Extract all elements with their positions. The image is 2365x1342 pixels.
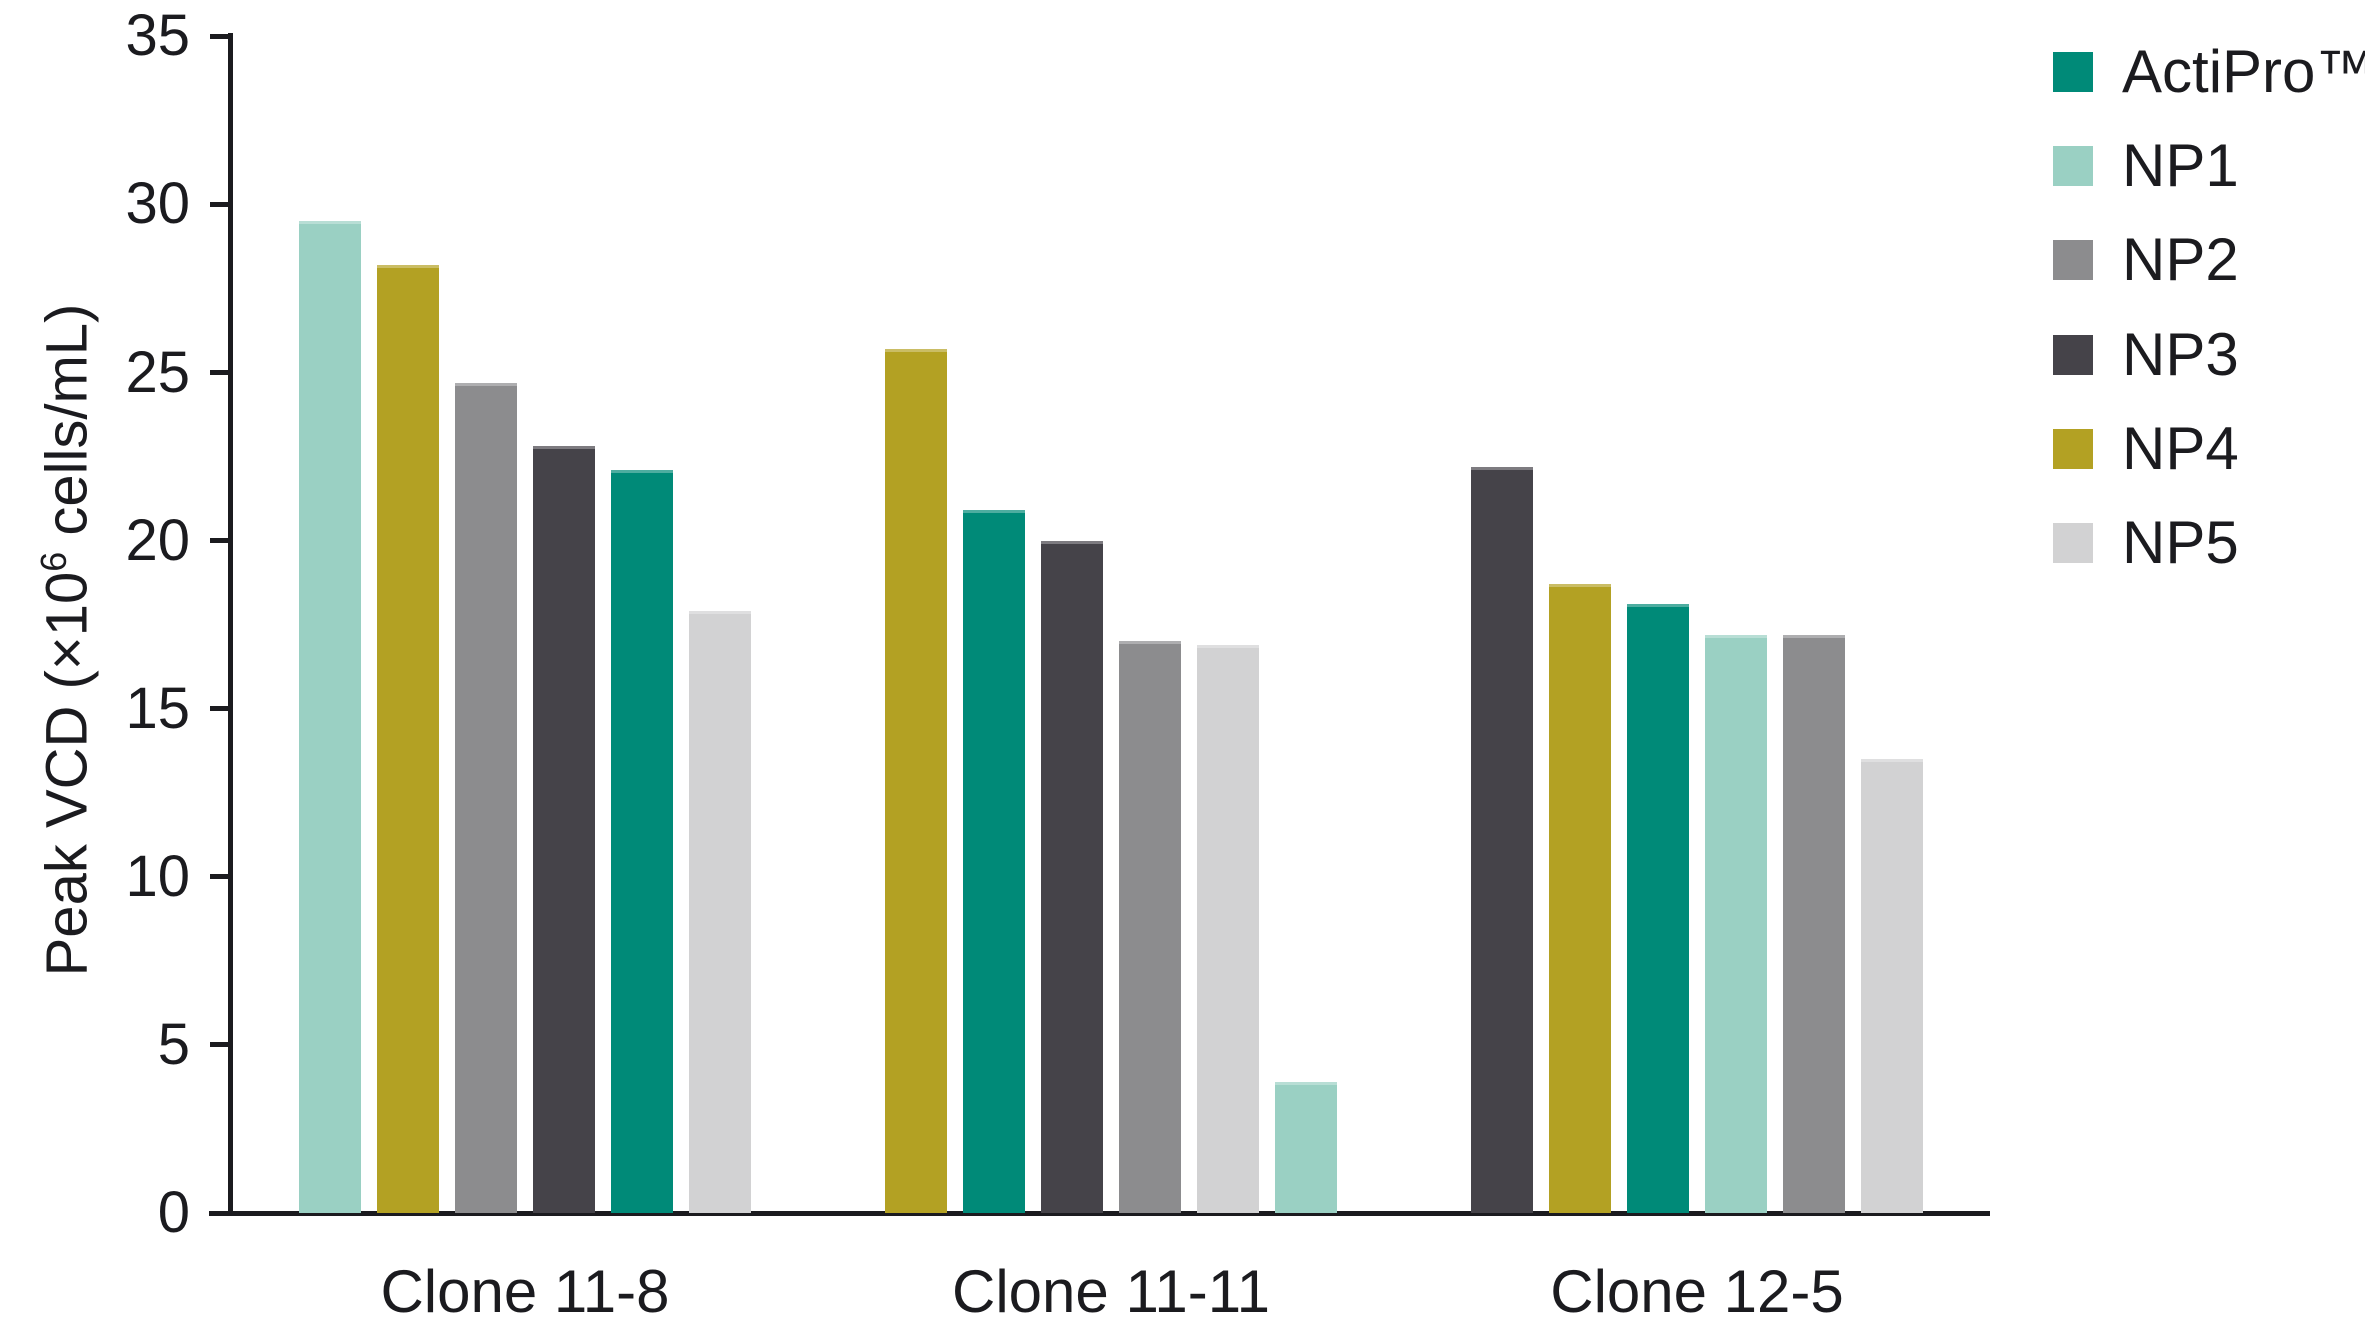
bar-clone-12-5-np1 [1705,634,1767,1213]
y-tick-label-5: 5 [157,1011,190,1077]
legend-label-np3: NP3 [2122,320,2239,388]
bar-clone-12-5-np5 [1861,759,1923,1213]
bar-clone-11-8-np5 [689,611,751,1213]
bar-clone-11-8-np4 [377,264,439,1213]
bar-clone-11-11-np1 [1275,1081,1337,1213]
y-tick-label-35: 35 [125,3,190,69]
legend-swatch-actipro [2053,52,2093,92]
bar-clone-11-11-np4 [885,348,947,1213]
y-tick-15 [210,706,233,712]
y-tick-10 [210,874,233,880]
legend-swatch-np4 [2053,428,2093,469]
legend-swatch-np1 [2053,146,2093,187]
category-label-clone-11-11: Clone 11-11 [952,1258,1270,1325]
y-tick-5 [210,1042,233,1048]
bar-clone-12-5-actipro [1627,604,1689,1213]
legend-label-np4: NP4 [2122,414,2239,482]
x-axis-line [209,1211,1990,1216]
bar-clone-11-11-np3 [1041,540,1103,1213]
y-axis-title-prefix: Peak VCD (×10 [34,571,100,977]
bar-clone-11-8-np1 [299,221,361,1213]
category-label-clone-11-8: Clone 11-8 [380,1258,670,1325]
bar-clone-11-11-np2 [1119,641,1181,1213]
y-tick-35 [210,33,233,39]
y-tick-25 [210,370,233,375]
y-tick-label-10: 10 [125,843,190,909]
y-tick-label-30: 30 [125,171,190,237]
bar-clone-11-8-actipro [611,469,673,1213]
y-axis-line [228,33,233,1216]
bar-clone-11-11-actipro [963,510,1025,1213]
y-tick-label-25: 25 [125,339,190,405]
y-tick-label-20: 20 [125,507,190,573]
bar-clone-12-5-np2 [1783,634,1845,1213]
y-tick-label-0: 0 [157,1180,190,1245]
legend-label-actipro: ActiPro™ [2122,38,2365,105]
legend-label-np5: NP5 [2122,509,2239,576]
legend-label-np1: NP1 [2122,132,2239,200]
category-label-clone-12-5: Clone 12-5 [1550,1258,1844,1325]
bar-clone-11-8-np3 [533,446,595,1213]
bar-clone-11-8-np2 [455,382,517,1213]
bar-clone-11-11-np5 [1197,644,1259,1213]
bar-clone-12-5-np3 [1471,466,1533,1213]
y-tick-30 [210,201,233,207]
legend-swatch-np2 [2053,240,2093,281]
legend-label-np2: NP2 [2122,226,2239,294]
y-tick-20 [210,538,233,544]
legend-swatch-np5 [2053,523,2093,563]
bar-clone-12-5-np4 [1549,584,1611,1213]
legend-swatch-np3 [2053,334,2093,375]
y-tick-label-15: 15 [125,675,190,741]
